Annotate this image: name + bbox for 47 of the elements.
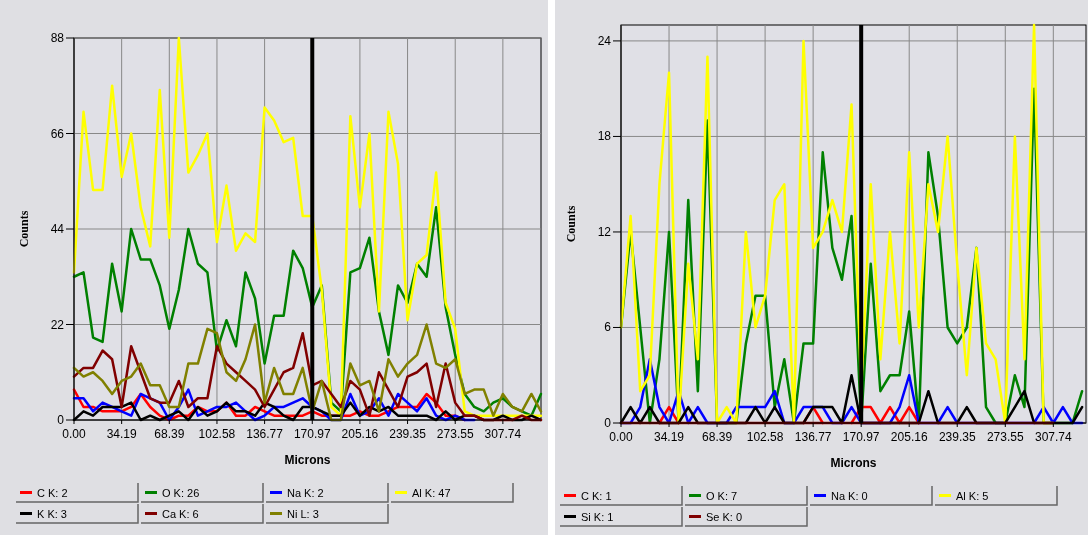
y-tick-label: 88 <box>50 31 65 45</box>
legend-label: Al K: 5 <box>956 489 989 502</box>
legend-label: O K: 7 <box>706 489 738 502</box>
x-tick-label: 102.58 <box>746 430 784 444</box>
y-tick-label: 24 <box>597 33 612 48</box>
legend-label: Na K: 0 <box>831 489 868 502</box>
x-tick-label: 273.55 <box>436 427 474 441</box>
y-axis-title: Counts <box>564 205 578 243</box>
legend-label: Se K: 0 <box>706 510 743 523</box>
x-tick-label: 68.39 <box>154 427 185 441</box>
x-tick-label: 102.58 <box>198 427 236 441</box>
legend-label: K K: 3 <box>37 507 67 520</box>
x-tick-label: 170.97 <box>842 430 880 444</box>
legend-label: C K: 1 <box>581 489 612 502</box>
y-tick-label: 44 <box>50 222 65 236</box>
y-axis-title: Counts <box>17 210 31 248</box>
legend-label: Ni L: 3 <box>287 507 319 520</box>
x-axis-title: Microns <box>830 456 877 470</box>
legend-label: C K: 2 <box>37 486 68 499</box>
x-tick-label: 205.16 <box>341 427 379 441</box>
x-tick-label: 205.16 <box>890 430 928 444</box>
x-tick-label: 136.77 <box>794 430 832 444</box>
legend-label: O K: 26 <box>162 486 200 499</box>
x-tick-label: 307.74 <box>1034 430 1072 444</box>
y-tick-label: 6 <box>604 320 612 335</box>
x-tick-label: 273.55 <box>986 430 1024 444</box>
x-tick-label: 34.19 <box>654 430 685 444</box>
legend-label: Ca K: 6 <box>162 507 199 520</box>
y-tick-label: 18 <box>597 129 612 144</box>
x-tick-label: 136.77 <box>246 427 284 441</box>
x-tick-label: 68.39 <box>702 430 733 444</box>
x-tick-label: 170.97 <box>293 427 331 441</box>
y-tick-label: 12 <box>597 224 612 239</box>
x-tick-label: 307.74 <box>484 427 522 441</box>
x-tick-label: 0.00 <box>609 430 633 444</box>
legend-label: Na K: 2 <box>287 486 324 499</box>
legend-label: Al K: 47 <box>412 486 451 499</box>
legend-label: Si K: 1 <box>581 510 614 523</box>
x-tick-label: 239.35 <box>938 430 976 444</box>
y-tick-label: 66 <box>50 126 65 141</box>
x-tick-label: 0.00 <box>62 427 86 441</box>
x-axis-title: Microns <box>284 453 331 467</box>
y-tick-label: 22 <box>50 317 65 332</box>
y-tick-label: 0 <box>604 416 612 430</box>
y-tick-label: 0 <box>57 413 65 427</box>
x-tick-label: 34.19 <box>106 427 137 441</box>
x-tick-label: 239.35 <box>389 427 427 441</box>
